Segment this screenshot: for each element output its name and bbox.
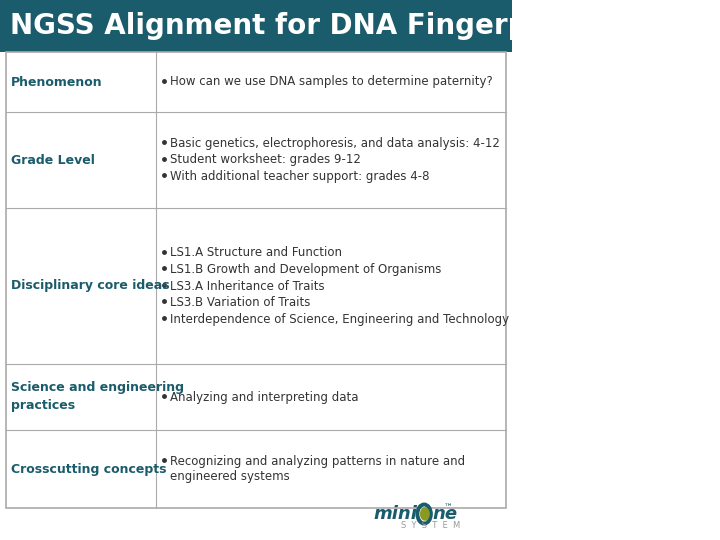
Text: Interdependence of Science, Engineering and Technology: Interdependence of Science, Engineering … [170, 313, 509, 326]
Text: S  Y  S  T  E  M: S Y S T E M [401, 521, 460, 530]
Text: Grade Level: Grade Level [12, 153, 95, 166]
Bar [6, 52, 506, 508]
Text: ™: ™ [444, 503, 453, 512]
Text: Basic genetics, electrophoresis, and data analysis: 4-12: Basic genetics, electrophoresis, and dat… [170, 137, 500, 150]
Text: Science and engineering
practices: Science and engineering practices [12, 381, 184, 413]
Bar [0, 0, 511, 52]
Text: LS3.B Variation of Traits: LS3.B Variation of Traits [170, 296, 310, 309]
Text: engineered systems: engineered systems [170, 470, 289, 483]
Text: LS3.A Inheritance of Traits: LS3.A Inheritance of Traits [170, 280, 325, 293]
Text: How can we use DNA samples to determine paternity?: How can we use DNA samples to determine … [170, 76, 492, 89]
Text: Crosscutting concepts: Crosscutting concepts [12, 462, 167, 476]
Text: ne: ne [433, 505, 458, 523]
Text: Recognizing and analyzing patterns in nature and: Recognizing and analyzing patterns in na… [170, 455, 465, 468]
Text: mini: mini [373, 505, 417, 523]
Text: Analyzing and interpreting data: Analyzing and interpreting data [170, 390, 359, 403]
Text: Student worksheet: grades 9-12: Student worksheet: grades 9-12 [170, 153, 361, 166]
Text: With additional teacher support: grades 4-8: With additional teacher support: grades … [170, 170, 429, 183]
Text: NGSS Alignment for DNA Fingerprinting MiniLab: NGSS Alignment for DNA Fingerprinting Mi… [10, 12, 720, 40]
Text: LS1.B Growth and Development of Organisms: LS1.B Growth and Development of Organism… [170, 263, 441, 276]
Text: Disciplinary core ideas: Disciplinary core ideas [12, 280, 170, 293]
Text: LS1.A Structure and Function: LS1.A Structure and Function [170, 246, 342, 260]
Text: Phenomenon: Phenomenon [12, 76, 103, 89]
Circle shape [420, 508, 429, 520]
